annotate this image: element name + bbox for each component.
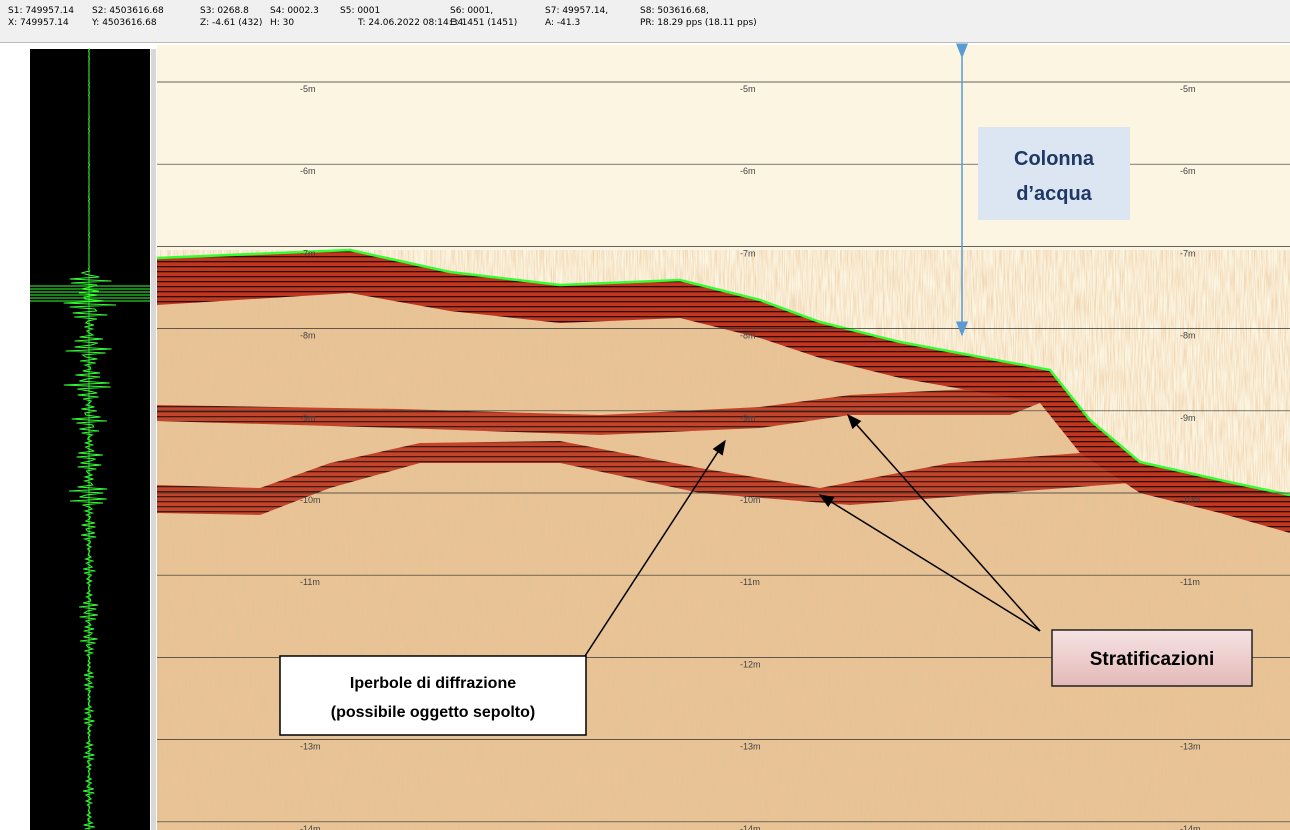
- depth-label: -7m: [1180, 248, 1196, 258]
- hyperbola-label-2: (possibile oggetto sepolto): [331, 704, 535, 721]
- depth-label: -11m: [1180, 577, 1200, 587]
- depth-label: -14m: [1180, 824, 1201, 830]
- depth-label: -11m: [300, 577, 320, 587]
- depth-label: -8m: [300, 331, 316, 341]
- depth-label: -6m: [300, 166, 316, 176]
- header-field: S4: 0002.3: [270, 6, 319, 16]
- depth-label: -14m: [740, 824, 761, 830]
- header-field: S7: 49957.14,: [545, 6, 608, 16]
- depth-label: -10m: [1180, 495, 1201, 505]
- hyperbola-label-1: Iperbole di diffrazione: [350, 675, 516, 692]
- header-field: X: 749957.14: [8, 18, 69, 28]
- header-field: T: 24.06.2022 08:14:34: [358, 18, 463, 28]
- depth-label: -13m: [1180, 742, 1201, 752]
- depth-label: -10m: [740, 495, 761, 505]
- depth-label: -14m: [300, 824, 321, 830]
- layers-label: Stratificazioni: [1090, 649, 1215, 670]
- header-field: S2: 4503616.68: [92, 6, 164, 16]
- header-field: S1: 749957.14: [8, 6, 74, 16]
- depth-label: -5m: [1180, 84, 1196, 94]
- header-field: S6: 0001,: [450, 6, 493, 16]
- header-field: S8: 503616.68,: [640, 6, 709, 16]
- depth-label: -13m: [300, 742, 321, 752]
- depth-label: -9m: [1180, 413, 1196, 423]
- depth-label: -9m: [300, 413, 316, 423]
- depth-label: -13m: [740, 742, 761, 752]
- splitter: [151, 49, 156, 830]
- water-label-2: d’acqua: [1016, 183, 1092, 205]
- depth-label: -7m: [740, 248, 756, 258]
- hyperbola-box: [280, 656, 586, 735]
- depth-label: -10m: [300, 495, 321, 505]
- water-label-1: Colonna: [1014, 148, 1095, 170]
- header-field: PR: 18.29 pps (18.11 pps): [640, 18, 757, 28]
- page: S1: 749957.14 S2: 4503616.68 S3: 0268.8 S4:…: [0, 0, 1290, 830]
- status-header: S1: 749957.14 S2: 4503616.68 S3: 0268.8 S4:…: [0, 0, 1290, 43]
- depth-label: -8m: [1180, 331, 1196, 341]
- depth-label: -6m: [1180, 166, 1196, 176]
- profile-view: -5m -5m -5m -6m -6m -6m -7m -7m -7m -8m -8m -8m -9m -…: [0, 43, 1290, 830]
- depth-label: -9m: [740, 413, 756, 423]
- depth-label: -5m: [300, 84, 316, 94]
- header-field: S3: 0268.8: [200, 6, 249, 16]
- header-field: E: 1451 (1451): [450, 18, 517, 28]
- depth-label: -8m: [740, 331, 756, 341]
- depth-label: -6m: [740, 166, 756, 176]
- water-box: [978, 127, 1130, 220]
- depth-label: -5m: [740, 84, 756, 94]
- depth-label: -12m: [740, 659, 761, 669]
- signal-panel: [30, 49, 150, 830]
- header-field: Z: -4.61 (432): [200, 18, 262, 28]
- header-field: A: -41.3: [545, 18, 580, 28]
- depth-label: -7m: [300, 248, 316, 258]
- header-field: H: 30: [270, 18, 294, 28]
- header-field: S5: 0001: [340, 6, 380, 16]
- header-field: Y: 4503616.68: [92, 18, 157, 28]
- depth-label: -11m: [740, 577, 760, 587]
